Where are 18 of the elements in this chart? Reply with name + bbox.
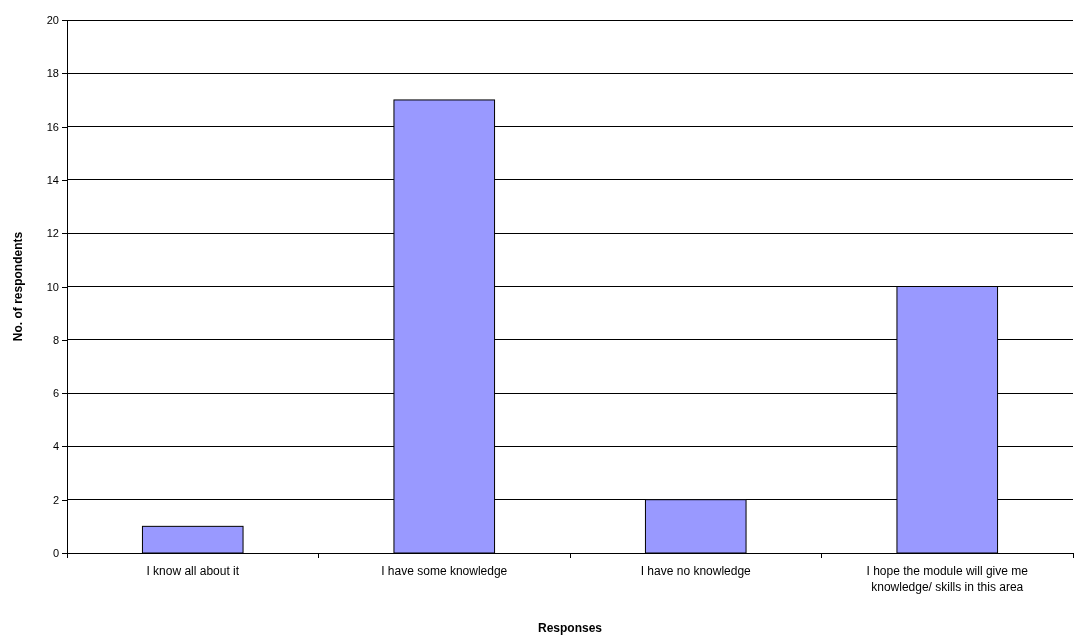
- y-axis-title: No. of respondents: [11, 231, 25, 342]
- y-tick-label: 18: [46, 67, 59, 80]
- y-tick-label: 2: [52, 493, 59, 506]
- x-tick-label: I know all about it: [146, 564, 240, 578]
- y-tick-label: 20: [46, 14, 59, 27]
- x-axis-title: Responses: [537, 621, 603, 635]
- y-tick-label: 16: [46, 120, 59, 133]
- y-tick-label: 10: [46, 280, 59, 293]
- y-tick-label: 14: [46, 173, 59, 186]
- x-tick-label: I have some knowledge: [381, 564, 508, 578]
- x-tick-label: I hope the module will give me knowledge/ skills in this area: [866, 564, 1029, 594]
- y-tick-label: 4: [52, 440, 59, 453]
- bar: [141, 525, 244, 554]
- y-tick-label: 0: [52, 547, 59, 560]
- y-tick-label: 8: [52, 333, 59, 346]
- y-tick-label: 6: [52, 387, 59, 400]
- y-tick-label: 12: [46, 227, 59, 240]
- x-tick-label: I have no knowledge: [640, 564, 752, 578]
